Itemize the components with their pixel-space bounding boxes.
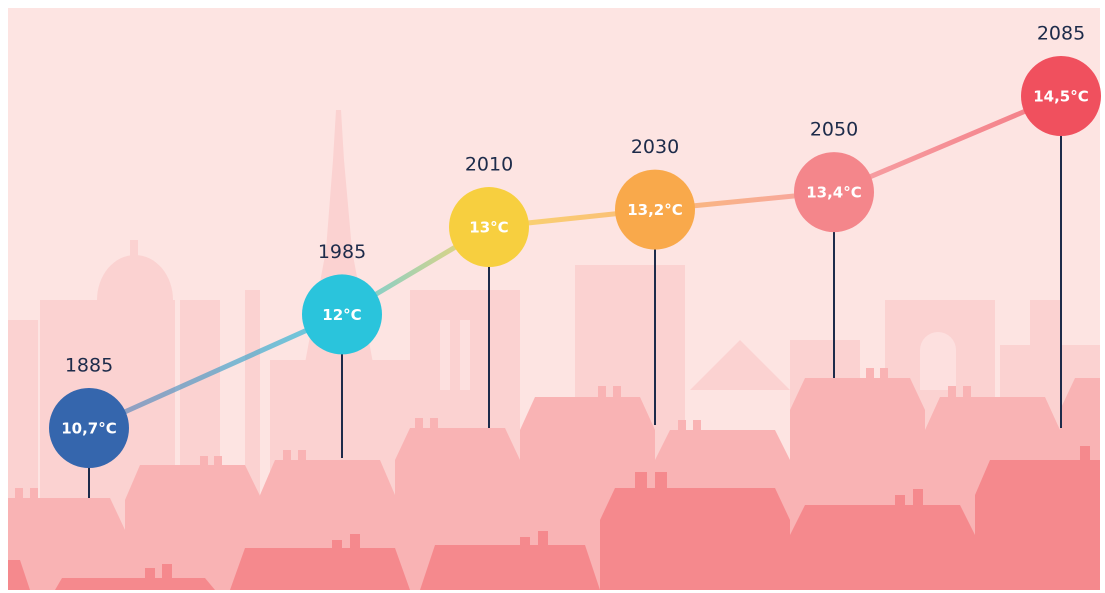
year-label: 2030 xyxy=(631,136,679,158)
year-label: 2085 xyxy=(1037,23,1085,45)
background xyxy=(8,8,1100,590)
value-label: 13,2°C xyxy=(627,201,683,219)
value-label: 13,4°C xyxy=(806,184,862,202)
value-label: 13°C xyxy=(469,219,508,237)
value-label: 14,5°C xyxy=(1033,88,1089,106)
value-label: 10,7°C xyxy=(61,420,117,438)
year-label: 2010 xyxy=(465,154,513,176)
chart: 10,7°C 1885 12°C 1985 13°C 2010 13,2°C 2030 13,4… xyxy=(0,0,1105,593)
year-label: 1885 xyxy=(65,355,113,377)
year-label: 1985 xyxy=(318,241,366,263)
year-label: 2050 xyxy=(810,119,858,141)
value-label: 12°C xyxy=(322,306,361,324)
